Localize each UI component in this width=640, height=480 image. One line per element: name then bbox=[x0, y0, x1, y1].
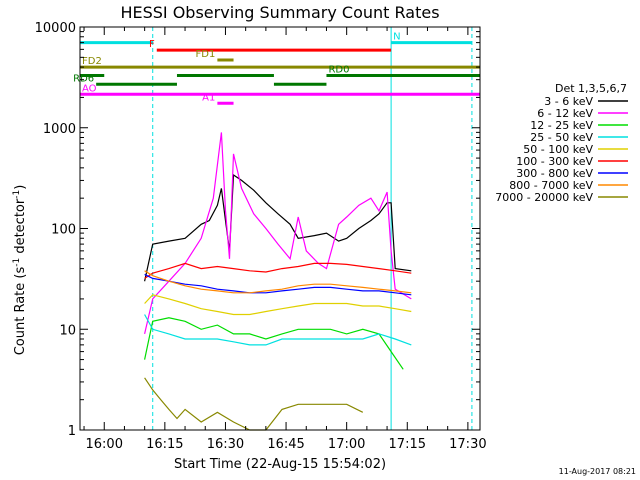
x-tick-label: 17:15 bbox=[389, 437, 426, 452]
state-bar-label: RD0 bbox=[328, 65, 349, 76]
state-bar-label: RD6 bbox=[73, 73, 94, 84]
chart-title: HESSI Observing Summary Count Rates bbox=[120, 3, 439, 22]
series-line-3-6-kev bbox=[144, 173, 412, 282]
legend-entry-label: 3 - 6 keV bbox=[544, 95, 593, 108]
x-tick-label: 17:30 bbox=[449, 437, 486, 452]
y-tick-label: 1 bbox=[68, 424, 76, 439]
x-tick-label: 17:00 bbox=[328, 437, 365, 452]
x-tick-label: 16:45 bbox=[267, 437, 304, 452]
y-axis-label: Count Rate (s-1 detector-1) bbox=[12, 185, 28, 356]
y-tick-label: 100 bbox=[51, 223, 76, 238]
series-line-50-100-kev bbox=[144, 294, 412, 316]
legend-entry-label: 7000 - 20000 keV bbox=[495, 191, 593, 204]
generation-timestamp: 11-Aug-2017 08:21 bbox=[559, 467, 636, 476]
x-tick-label: 16:15 bbox=[146, 437, 183, 452]
legend-entry-label: 300 - 800 keV bbox=[516, 167, 593, 180]
series-line-100-300-kev bbox=[144, 262, 412, 279]
y-tick-label: 10000 bbox=[35, 21, 76, 36]
series-line-25-50-kev bbox=[144, 314, 412, 346]
legend-entry-label: 100 - 300 keV bbox=[516, 155, 593, 168]
state-bar-label: A1 bbox=[202, 92, 215, 103]
series-line-12-25-kev bbox=[144, 317, 404, 370]
state-bar-label: FD2 bbox=[82, 56, 102, 67]
x-tick-label: 16:30 bbox=[207, 437, 244, 452]
legend-entry-label: 25 - 50 keV bbox=[530, 131, 593, 144]
series-line-800-7000-kev bbox=[144, 270, 412, 294]
state-bar-label: AO bbox=[82, 83, 97, 94]
state-bar-label: FD1 bbox=[196, 49, 216, 60]
state-bar-label: N bbox=[393, 32, 400, 43]
series-line-300-800-kev bbox=[144, 273, 412, 296]
series-line-6-12-kev bbox=[144, 132, 412, 335]
y-tick-label: 10 bbox=[59, 323, 76, 338]
y-tick-label: 1000 bbox=[43, 122, 76, 137]
legend-entry-label: 12 - 25 keV bbox=[530, 119, 593, 132]
legend-entry-label: 800 - 7000 keV bbox=[509, 179, 593, 192]
legend-title: Det 1,3,5,6,7 bbox=[555, 82, 627, 95]
series-line-7000-20000-kev bbox=[144, 377, 364, 431]
x-tick-label: 16:00 bbox=[86, 437, 123, 452]
x-axis-label: Start Time (22-Aug-15 15:54:02) bbox=[174, 457, 386, 472]
legend-entry-label: 50 - 100 keV bbox=[523, 143, 593, 156]
state-bar-label: F bbox=[149, 39, 155, 50]
legend-entry-label: 6 - 12 keV bbox=[537, 107, 593, 120]
